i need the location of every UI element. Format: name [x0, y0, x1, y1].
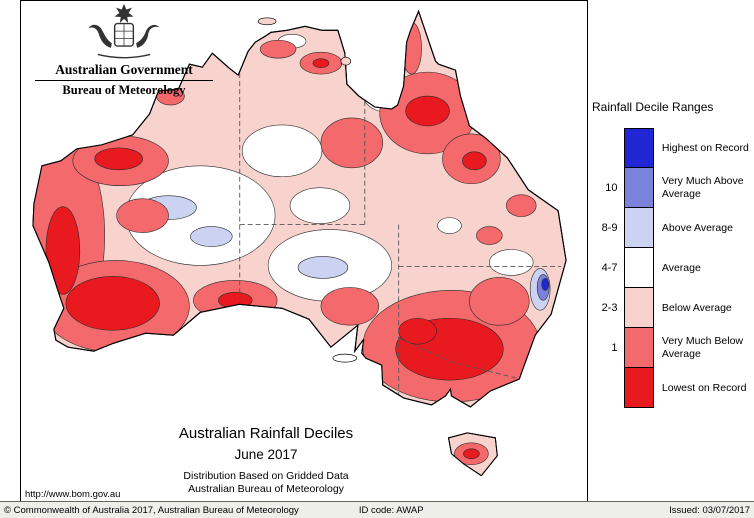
australia-rainfall-map	[32, 10, 567, 477]
coat-of-arms-icon	[88, 3, 160, 59]
footer-issued: Issued: 03/07/2017	[669, 504, 750, 516]
legend-range: 4-7	[601, 262, 618, 274]
map-region-lowest-on-record	[45, 206, 81, 295]
legend-row: Lowest on Record	[592, 368, 752, 408]
legend-swatch	[624, 288, 654, 328]
map-region-very-much-below	[116, 198, 169, 233]
map-title-block: Australian Rainfall Deciles June 2017 Di…	[91, 425, 441, 496]
legend-label: Very Much Below Average	[661, 335, 744, 360]
state-borders	[239, 57, 562, 398]
map-region-very-much-below	[259, 39, 297, 59]
map-region-very-much-below	[469, 277, 530, 326]
map-region-lowest-on-record	[463, 448, 480, 460]
legend-label: Very Much Above Average	[661, 175, 744, 200]
map-region-very-much-below	[505, 194, 537, 217]
branding-block: Australian Government Bureau of Meteorol…	[29, 3, 219, 98]
map-region-lowest-on-record	[312, 58, 330, 68]
legend-title: Rainfall Decile Ranges	[592, 100, 714, 114]
legend-swatch	[624, 128, 654, 168]
map-region-highest-on-record	[541, 278, 549, 291]
map-region-average	[289, 187, 351, 224]
legend-swatch	[624, 368, 654, 408]
map-region-very-much-below	[320, 117, 384, 169]
map-region-average	[437, 217, 462, 234]
legend: Rainfall Decile Ranges Highest on Record…	[592, 100, 752, 408]
map-region-lowest-on-record	[405, 95, 450, 127]
legend-label: Highest on Record	[661, 141, 749, 154]
map-title-period: June 2017	[234, 446, 298, 462]
legend-row: 10 Very Much Above Average	[592, 168, 752, 208]
map-region-very-much-below	[476, 226, 503, 245]
branding-divider	[35, 80, 213, 81]
island-tiwi	[257, 17, 277, 26]
legend-label: Average	[661, 261, 701, 274]
map-title-org: Australian Bureau of Meteorology	[188, 482, 344, 495]
legend-swatch	[624, 208, 654, 248]
legend-range: 8-9	[601, 222, 618, 234]
island-kangaroo	[332, 353, 358, 363]
footer-copyright: © Commonwealth of Australia 2017, Austra…	[4, 504, 299, 516]
bom-url: http://www.bom.gov.au	[25, 489, 121, 500]
map-region-above-average	[190, 226, 233, 247]
footer-bar: © Commonwealth of Australia 2017, Austra…	[0, 501, 754, 518]
legend-label: Above Average	[661, 221, 733, 234]
legend-label: Below Average	[661, 301, 732, 314]
map-region-very-much-below	[320, 287, 380, 326]
map-region-lowest-on-record	[94, 147, 143, 171]
legend-row: 1 Very Much Below Average	[592, 328, 752, 368]
legend-rows: Highest on Record 10 Very Much Above Ave…	[592, 128, 752, 408]
legend-range: 1	[611, 342, 618, 354]
legend-row: 4-7 Average	[592, 248, 752, 288]
legend-swatch	[624, 168, 654, 208]
legend-row: 8-9 Above Average	[592, 208, 752, 248]
legend-swatch	[624, 248, 654, 288]
map-region-above-average	[297, 256, 349, 279]
map-title-main: Australian Rainfall Deciles	[178, 425, 354, 442]
government-title: Australian Government	[55, 62, 193, 77]
map-title-method: Distribution Based on Gridded Data	[183, 469, 349, 482]
map-region-lowest-on-record	[218, 292, 253, 309]
map-frame: Australian Government Bureau of Meteorol…	[20, 0, 588, 503]
bureau-title: Bureau of Meteorology	[62, 83, 186, 97]
legend-range: 10	[605, 182, 618, 194]
map-region-average	[489, 249, 534, 276]
island-groote	[340, 56, 352, 66]
legend-range: 2-3	[601, 302, 618, 314]
legend-row: 2-3 Below Average	[592, 288, 752, 328]
legend-swatch	[624, 328, 654, 368]
legend-row: Highest on Record	[592, 128, 752, 168]
map-region-lowest-on-record	[398, 317, 437, 345]
map-region-lowest-on-record	[462, 151, 487, 171]
map-region-average	[241, 124, 323, 178]
footer-id-code: ID code: AWAP	[358, 504, 424, 516]
legend-label: Lowest on Record	[661, 381, 747, 394]
map-region-lowest-on-record	[65, 276, 160, 331]
